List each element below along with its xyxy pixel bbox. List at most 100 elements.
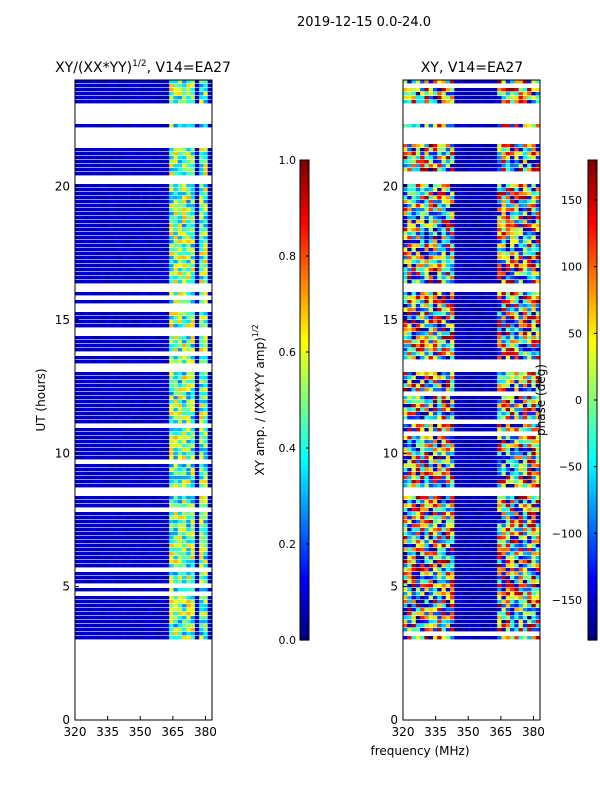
heatmap-cell bbox=[467, 588, 472, 592]
heatmap-cell bbox=[424, 480, 430, 484]
heatmap-cell bbox=[194, 500, 200, 504]
heatmap-cell bbox=[164, 440, 170, 444]
heatmap-cell bbox=[126, 484, 132, 488]
heatmap-cell bbox=[182, 192, 187, 196]
heatmap-cell bbox=[164, 580, 170, 584]
heatmap-cell bbox=[87, 500, 93, 504]
heatmap-cell bbox=[152, 392, 157, 396]
heatmap-cell bbox=[458, 468, 464, 472]
heatmap-cell bbox=[182, 556, 187, 560]
heatmap-cell bbox=[152, 516, 157, 520]
heatmap-cell bbox=[92, 228, 97, 232]
heatmap-cell bbox=[92, 388, 97, 392]
heatmap-cell bbox=[190, 624, 196, 628]
heatmap-cell bbox=[497, 624, 502, 628]
heatmap-cell bbox=[109, 260, 114, 264]
heatmap-cell bbox=[194, 540, 200, 544]
heatmap-cell bbox=[156, 280, 162, 284]
heatmap-cell bbox=[160, 440, 166, 444]
heatmap-cell bbox=[203, 92, 209, 96]
heatmap-cell bbox=[207, 348, 213, 352]
heatmap-cell bbox=[186, 88, 191, 92]
heatmap-cell bbox=[79, 412, 84, 416]
heatmap-cell bbox=[428, 580, 434, 584]
heatmap-cell bbox=[522, 528, 528, 532]
heatmap-cell bbox=[152, 80, 157, 84]
figure-title: 2019-12-15 0.0-24.0 bbox=[297, 15, 431, 30]
heatmap-cell bbox=[437, 540, 442, 544]
heatmap-cell bbox=[182, 536, 187, 540]
heatmap-cell bbox=[177, 440, 183, 444]
colorbar-segment bbox=[300, 195, 309, 201]
heatmap-cell bbox=[411, 600, 417, 604]
heatmap-cell bbox=[190, 432, 196, 436]
heatmap-cell bbox=[156, 608, 162, 612]
heatmap-cell bbox=[134, 276, 140, 280]
heatmap-cell bbox=[109, 600, 114, 604]
heatmap-cell bbox=[104, 448, 110, 452]
heatmap-cell bbox=[100, 576, 106, 580]
heatmap-cell bbox=[117, 476, 123, 480]
colorbar-segment bbox=[300, 605, 309, 611]
heatmap-cell bbox=[182, 528, 187, 532]
heatmap-cell bbox=[122, 600, 127, 604]
heatmap-cell bbox=[194, 168, 200, 172]
heatmap-cell bbox=[100, 88, 106, 92]
heatmap-cell bbox=[152, 612, 157, 616]
heatmap-cell bbox=[182, 276, 187, 280]
colorbar-segment bbox=[300, 450, 309, 456]
heatmap-cell bbox=[134, 148, 140, 152]
heatmap-cell bbox=[173, 588, 179, 592]
heatmap-cell bbox=[169, 456, 174, 460]
heatmap-cell bbox=[122, 156, 127, 160]
heatmap-cell bbox=[83, 432, 89, 436]
heatmap-cell bbox=[182, 440, 187, 444]
heatmap-cell bbox=[177, 212, 183, 216]
heatmap-cell bbox=[169, 404, 174, 408]
heatmap-cell bbox=[497, 580, 502, 584]
heatmap-cell bbox=[113, 164, 119, 168]
heatmap-cell bbox=[147, 312, 153, 316]
heatmap-cell bbox=[177, 436, 183, 440]
heatmap-cell bbox=[134, 164, 140, 168]
heatmap-cell bbox=[207, 276, 213, 280]
heatmap-cell bbox=[147, 84, 153, 88]
y-tick-label: 10 bbox=[55, 446, 70, 460]
heatmap-cell bbox=[527, 500, 532, 504]
heatmap-cell bbox=[117, 236, 123, 240]
heatmap-cell bbox=[169, 400, 174, 404]
heatmap-cell bbox=[492, 476, 498, 480]
heatmap-cell bbox=[173, 316, 179, 320]
heatmap-cell bbox=[109, 376, 114, 380]
heatmap-cell bbox=[160, 200, 166, 204]
heatmap-cell bbox=[113, 220, 119, 224]
heatmap-cell bbox=[441, 560, 447, 564]
heatmap-cell bbox=[535, 496, 541, 500]
heatmap-cell bbox=[177, 272, 183, 276]
heatmap-cell bbox=[147, 272, 153, 276]
heatmap-cell bbox=[177, 152, 183, 156]
heatmap-cell bbox=[169, 484, 174, 488]
heatmap-cell bbox=[424, 608, 430, 612]
heatmap-cell bbox=[203, 596, 209, 600]
heatmap-cell bbox=[96, 84, 102, 88]
heatmap-cell bbox=[143, 448, 149, 452]
heatmap-cell bbox=[510, 560, 515, 564]
heatmap-cell bbox=[104, 604, 110, 608]
heatmap-cell bbox=[177, 336, 183, 340]
heatmap-cell bbox=[488, 616, 494, 620]
heatmap-cell bbox=[117, 404, 123, 408]
heatmap-cell bbox=[505, 596, 511, 600]
heatmap-cell bbox=[518, 580, 524, 584]
heatmap-cell bbox=[117, 416, 123, 420]
heatmap-cell bbox=[109, 436, 114, 440]
heatmap-cell bbox=[177, 580, 183, 584]
heatmap-cell bbox=[492, 628, 498, 632]
heatmap-cell bbox=[160, 156, 166, 160]
heatmap-cell bbox=[467, 532, 472, 536]
heatmap-cell bbox=[484, 536, 490, 540]
heatmap-cell bbox=[139, 316, 144, 320]
heatmap-cell bbox=[109, 588, 114, 592]
heatmap-cell bbox=[122, 580, 127, 584]
heatmap-cell bbox=[109, 620, 114, 624]
